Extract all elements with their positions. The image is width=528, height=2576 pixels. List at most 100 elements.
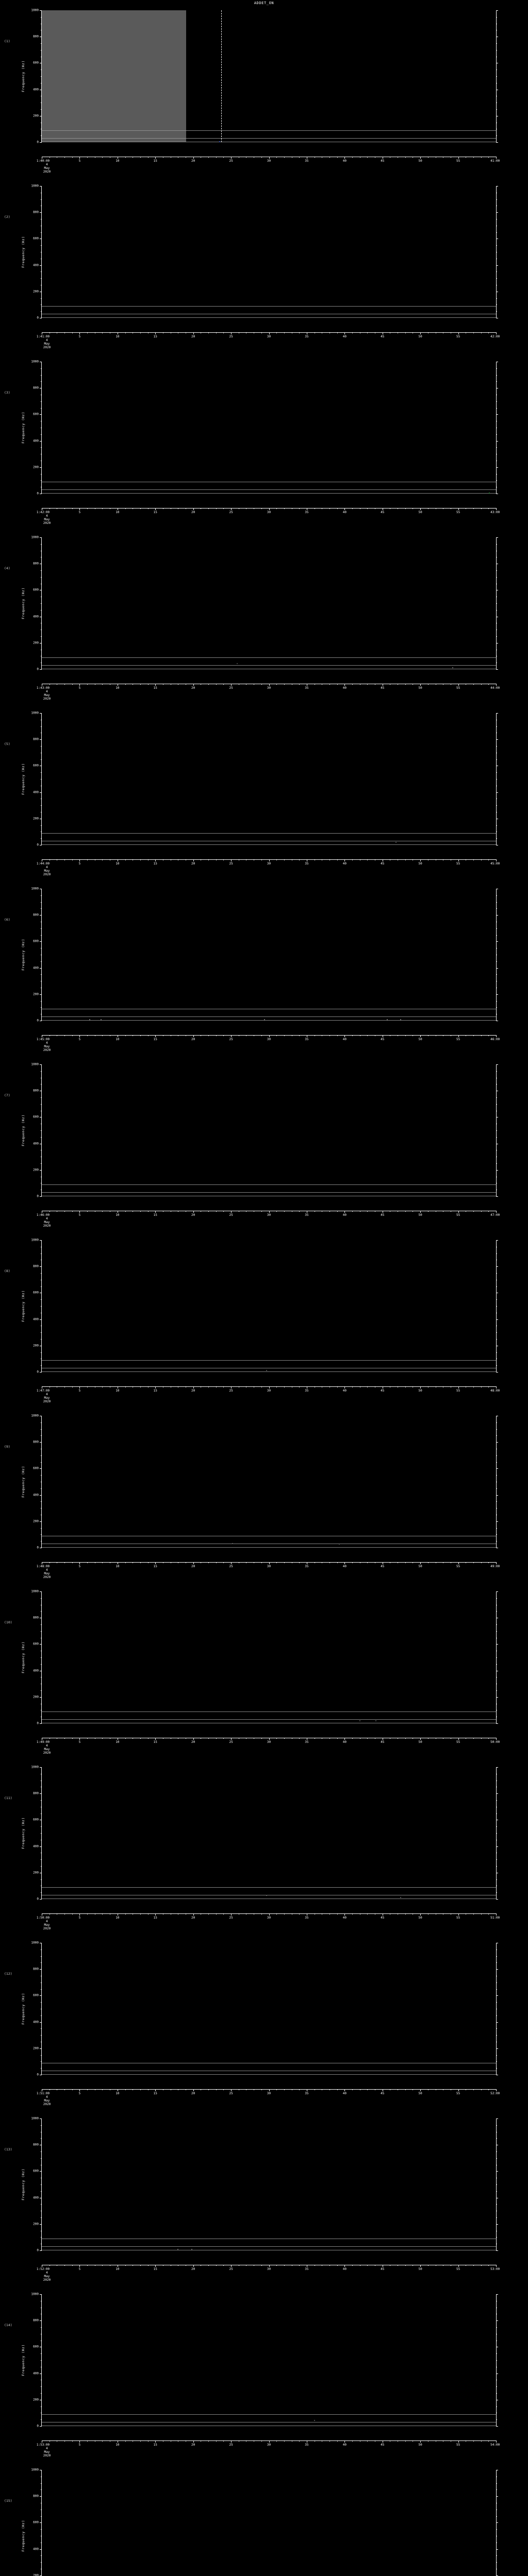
x-tick-label: 10 bbox=[116, 1213, 120, 1217]
x-tick-major bbox=[420, 1738, 421, 1740]
y-tick-minor-right bbox=[496, 2353, 497, 2354]
y-tick-minor-right bbox=[496, 2327, 497, 2328]
y-tick-major-right bbox=[496, 2224, 498, 2225]
y-tick-label: 1000 bbox=[31, 1062, 39, 1066]
y-tick-minor bbox=[41, 908, 42, 909]
x-tick-major bbox=[193, 1913, 194, 1916]
y-tick-minor bbox=[41, 935, 42, 936]
x-tick-minor bbox=[405, 1913, 406, 1914]
y-tick-minor-right bbox=[496, 1365, 497, 1366]
x-tick-minor bbox=[299, 2089, 300, 2090]
x-tick-major bbox=[79, 157, 80, 159]
date-line: 2020 bbox=[43, 1751, 51, 1755]
y-tick-label: 0 bbox=[37, 1019, 39, 1023]
x-tick-minor bbox=[64, 508, 65, 509]
y-tick-minor bbox=[41, 1097, 42, 1098]
x-tick-label: 42:00 bbox=[490, 335, 500, 338]
y-tick-major-right bbox=[496, 1899, 498, 1900]
x-tick-major bbox=[231, 1211, 232, 1213]
x-tick-major bbox=[420, 1562, 421, 1564]
x-tick-major bbox=[231, 2089, 232, 2091]
x-tick-label: 45 bbox=[381, 2092, 385, 2095]
x-tick-label: 35 bbox=[305, 686, 309, 690]
x-tick-minor bbox=[473, 2089, 474, 2090]
y-tick-minor bbox=[41, 480, 42, 481]
x-axis: 1:47:00 5 10 15 20 25 30 35 40 45 50 55 48:00 4 May 202… bbox=[37, 1386, 500, 1403]
y-tick-minor-right bbox=[496, 2489, 497, 2490]
x-tick-minor bbox=[367, 1035, 368, 1036]
y-axis-title: Frequency (Hz) bbox=[21, 2168, 25, 2200]
date-line: May bbox=[44, 166, 50, 170]
y-tick-label: 400 bbox=[33, 2547, 39, 2551]
x-tick-major bbox=[269, 859, 270, 861]
x-tick-minor bbox=[72, 1913, 73, 1914]
y-tick-minor bbox=[41, 2237, 42, 2238]
y-tick-major-right bbox=[496, 2250, 498, 2251]
x-tick-minor bbox=[125, 1562, 126, 1563]
x-tick-label: 30 bbox=[267, 2092, 271, 2095]
date-line: 2020 bbox=[43, 1400, 51, 1403]
y-tick-minor bbox=[41, 408, 42, 409]
x-tick-major bbox=[458, 2441, 459, 2443]
x-tick-label: 49:00 bbox=[490, 1565, 500, 1568]
x-tick-minor bbox=[216, 2265, 217, 2266]
y-tick-major bbox=[40, 1064, 42, 1065]
x-tick-major bbox=[231, 1913, 232, 1916]
y-tick-major-right bbox=[496, 2496, 498, 2497]
x-tick-minor bbox=[412, 1386, 414, 1387]
x-tick-label: 1:43:00 bbox=[36, 686, 50, 690]
y-tick-minor-right bbox=[496, 1130, 497, 1131]
y-tick-minor bbox=[41, 368, 42, 369]
y-tick-major-right bbox=[496, 1793, 498, 1794]
x-tick-label: 15 bbox=[153, 2443, 157, 2447]
y-tick-label: 1000 bbox=[31, 1589, 39, 1594]
y-tick-minor-right bbox=[496, 1306, 497, 1307]
y-tick-major-right bbox=[496, 265, 498, 266]
y-tick-major-right bbox=[496, 713, 498, 714]
x-axis-date-label: 4 May 2020 bbox=[43, 2095, 51, 2106]
y-tick-major bbox=[40, 1697, 42, 1698]
y-tick-minor bbox=[41, 838, 42, 839]
y-tick-major bbox=[40, 1767, 42, 1768]
x-tick-minor bbox=[367, 508, 368, 509]
x-tick-label: 50 bbox=[418, 686, 422, 690]
x-tick-minor bbox=[488, 1562, 489, 1563]
panel-index-label: (5) bbox=[4, 742, 10, 747]
x-tick-major bbox=[79, 1035, 80, 1037]
date-line: 4 bbox=[46, 1393, 48, 1396]
y-tick-major bbox=[40, 2022, 42, 2023]
x-tick-minor bbox=[276, 1738, 277, 1739]
x-tick-major bbox=[231, 508, 232, 510]
x-tick-minor bbox=[412, 2441, 414, 2442]
x-tick-label: 40 bbox=[342, 686, 346, 690]
x-tick-major bbox=[496, 1913, 497, 1916]
y-tick-minor bbox=[41, 434, 42, 435]
x-tick-major bbox=[79, 332, 80, 334]
x-tick-minor bbox=[488, 859, 489, 860]
x-tick-minor bbox=[223, 684, 224, 685]
x-tick-major bbox=[344, 1913, 345, 1916]
x-tick-minor bbox=[125, 2441, 126, 2442]
x-tick-label: 10 bbox=[116, 862, 120, 866]
x-tick-major bbox=[344, 2441, 345, 2443]
y-tick-minor-right bbox=[496, 838, 497, 839]
y-tick-label: 400 bbox=[33, 1669, 39, 1673]
x-tick-label: 20 bbox=[191, 1916, 195, 1920]
x-tick-label: 1:42:00 bbox=[36, 511, 50, 514]
x-tick-label: 30 bbox=[267, 2267, 271, 2271]
y-tick-major bbox=[40, 2426, 42, 2427]
x-tick-major bbox=[458, 684, 459, 686]
x-tick-label: 40 bbox=[342, 2092, 346, 2095]
x-tick-minor bbox=[352, 157, 353, 158]
x-tick-major bbox=[79, 1562, 80, 1564]
y-tick-minor-right bbox=[496, 2151, 497, 2152]
panel-index-label: (12) bbox=[4, 1972, 12, 1976]
x-tick-label: 15 bbox=[153, 2092, 157, 2095]
date-line: 2020 bbox=[43, 1575, 51, 1579]
y-tick-minor-right bbox=[496, 1299, 497, 1300]
y-tick-minor bbox=[41, 1859, 42, 1860]
x-tick-label: 40 bbox=[342, 1213, 346, 1217]
x-tick-minor bbox=[284, 2089, 285, 2090]
x-tick-minor bbox=[329, 2089, 330, 2090]
y-tick-minor-right bbox=[496, 1429, 497, 1430]
